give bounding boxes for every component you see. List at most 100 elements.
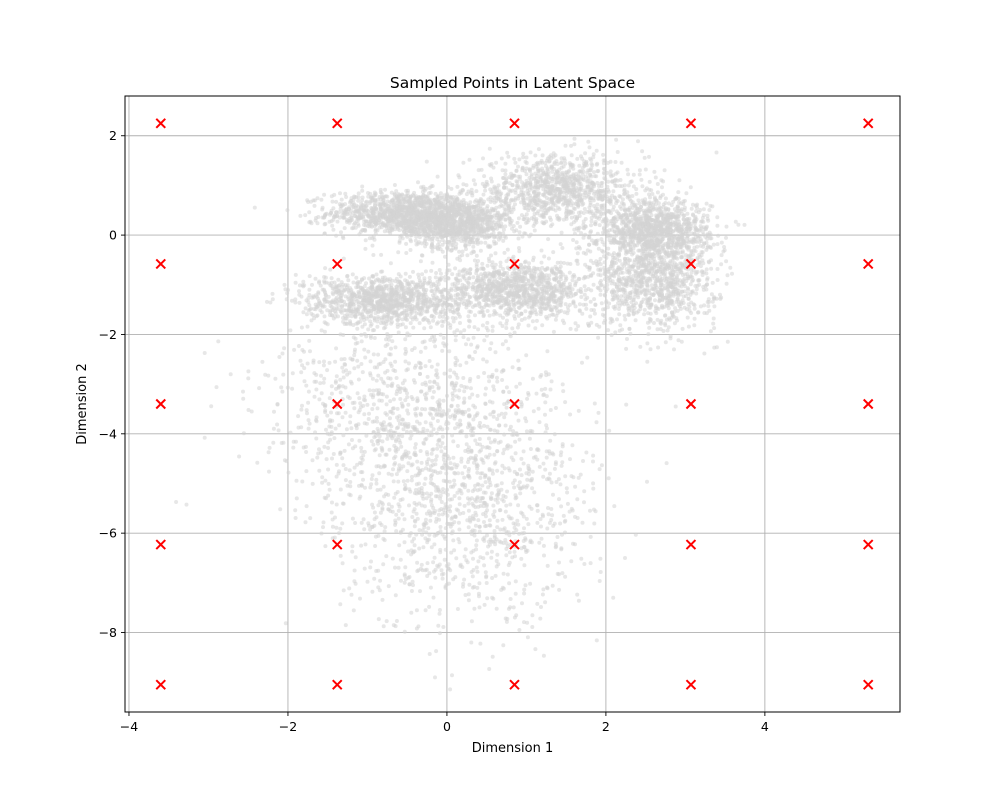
latent-point (432, 225, 437, 230)
latent-point (360, 188, 365, 193)
latent-point (718, 296, 723, 301)
latent-point (611, 217, 616, 221)
latent-point (527, 167, 532, 172)
latent-point (378, 222, 383, 227)
latent-point (409, 239, 413, 244)
latent-point (658, 281, 663, 286)
latent-point (338, 191, 342, 196)
latent-point (407, 198, 412, 203)
latent-point (654, 226, 659, 231)
latent-point (658, 209, 663, 214)
latent-point (365, 219, 370, 224)
latent-point (540, 220, 545, 225)
latent-point (445, 199, 450, 203)
latent-point (687, 254, 692, 259)
latent-point (440, 203, 445, 208)
latent-point (568, 326, 573, 331)
latent-point (606, 234, 610, 239)
latent-point (545, 166, 550, 171)
latent-point (455, 184, 460, 189)
latent-point (385, 222, 389, 227)
latent-point (658, 255, 663, 260)
latent-point (466, 216, 471, 221)
latent-point (606, 189, 611, 194)
latent-point (696, 236, 701, 241)
latent-point (669, 300, 674, 305)
latent-point (695, 205, 699, 210)
latent-point (319, 197, 324, 202)
latent-point (637, 248, 642, 253)
latent-point (536, 209, 541, 214)
latent-point (589, 219, 594, 224)
latent-point (671, 272, 676, 277)
latent-point (555, 216, 560, 221)
latent-point (430, 184, 435, 188)
latent-point (680, 255, 685, 259)
latent-point (421, 233, 426, 238)
latent-point (601, 152, 606, 157)
latent-point (328, 212, 332, 217)
latent-point (724, 281, 729, 286)
latent-point (690, 275, 695, 280)
latent-point (647, 252, 652, 257)
latent-point (658, 196, 663, 200)
latent-point (356, 222, 361, 226)
latent-point (370, 243, 375, 248)
latent-point (603, 177, 608, 181)
latent-point (600, 248, 604, 253)
latent-point (460, 188, 465, 193)
latent-point (568, 191, 573, 196)
latent-point (575, 251, 580, 256)
latent-point (479, 167, 484, 172)
latent-point (451, 242, 455, 247)
latent-point (592, 191, 596, 196)
latent-point (625, 337, 629, 341)
latent-point (468, 200, 473, 205)
latent-point (483, 188, 488, 193)
latent-point (515, 183, 520, 188)
latent-point (399, 233, 404, 238)
latent-point (521, 190, 526, 195)
latent-point (571, 163, 576, 168)
latent-point (622, 183, 627, 188)
latent-point (529, 172, 534, 177)
latent-point (583, 217, 588, 221)
latent-point (690, 290, 695, 295)
latent-point (567, 161, 572, 166)
latent-point (572, 227, 577, 232)
latent-point (572, 142, 577, 147)
latent-point (579, 184, 584, 189)
latent-point (529, 216, 534, 221)
latent-point (584, 163, 589, 168)
latent-point (381, 221, 386, 226)
latent-point (645, 284, 650, 289)
latent-point (560, 177, 565, 182)
latent-point (474, 189, 479, 194)
latent-point (642, 155, 647, 160)
latent-point (478, 248, 483, 253)
latent-point (704, 201, 709, 206)
latent-point (671, 229, 675, 234)
latent-point (595, 169, 600, 174)
latent-point (509, 171, 514, 176)
latent-point (682, 305, 687, 310)
latent-point (344, 195, 349, 199)
latent-point (334, 210, 339, 215)
latent-point (423, 194, 428, 199)
latent-point (733, 219, 738, 224)
latent-point (646, 244, 651, 249)
latent-point (536, 186, 541, 191)
latent-point (379, 252, 384, 257)
latent-point (676, 208, 681, 213)
latent-point (678, 292, 683, 297)
latent-point (657, 293, 662, 298)
latent-point (645, 341, 650, 346)
latent-point (392, 216, 396, 221)
latent-point (707, 230, 712, 235)
latent-point (515, 180, 520, 185)
latent-point (630, 252, 635, 257)
latent-point (471, 178, 476, 183)
latent-point (423, 244, 428, 249)
latent-point (402, 206, 407, 210)
latent-point (507, 216, 512, 221)
